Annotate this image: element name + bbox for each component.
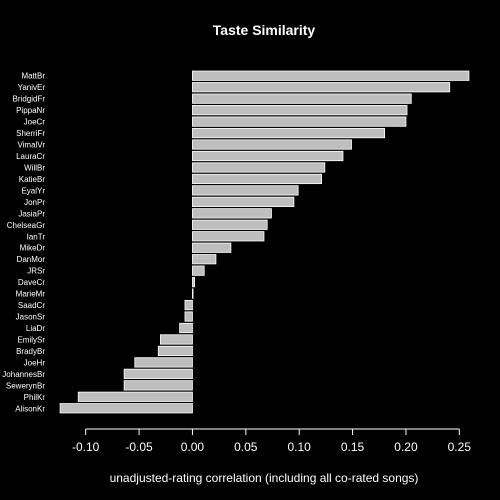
x-tick-label: 0.25 [448, 440, 472, 454]
category-label-IanTr: IanTr [27, 232, 46, 241]
category-label-BradyBr: BradyBr [16, 347, 45, 356]
category-label-PhilKr: PhilKr [24, 393, 46, 402]
bar-PhilKr [77, 391, 193, 402]
category-label-JohannesBr: JohannesBr [2, 370, 45, 379]
bar-MattBr [192, 70, 470, 81]
bars-group [59, 70, 470, 414]
category-label-JRSr: JRSr [27, 267, 45, 276]
category-label-EyalYr: EyalYr [21, 186, 45, 195]
bar-LauraCr [192, 150, 344, 162]
bar-SaadCr [184, 299, 193, 311]
x-tick-label: 0.00 [181, 440, 205, 454]
category-label-LauraCr: LauraCr [16, 152, 45, 161]
x-axis: -0.10 -0.05 0.00 0.05 0.10 0.15 0.20 0.25 [72, 428, 472, 454]
bar-LiaDr [179, 322, 193, 334]
category-label-JoeHr: JoeHr [24, 358, 46, 367]
category-label-AlisonKr: AlisonKr [15, 404, 45, 413]
bar-KatieBr [192, 173, 323, 185]
bar-EmilySr [160, 334, 193, 345]
x-tick-label: 0.20 [394, 440, 418, 454]
bar-JoeHr [134, 357, 193, 368]
bar-IanTr [192, 231, 265, 242]
bar-DaveCr [192, 277, 195, 288]
bar-DanMor [192, 254, 217, 265]
category-label-JasonSr: JasonSr [16, 313, 46, 322]
category-label-DanMor: DanMor [17, 255, 46, 264]
category-label-SherriFr: SherriFr [16, 129, 45, 138]
x-tick-label: -0.10 [72, 440, 100, 454]
category-label-KatieBr: KatieBr [19, 175, 46, 184]
bar-ChelseaGr [192, 219, 268, 230]
bar-JohannesBr [123, 368, 193, 379]
category-label-BridgidFr: BridgidFr [13, 95, 46, 104]
bar-JoeCr [192, 116, 407, 127]
category-label-MattBr: MattBr [21, 72, 45, 81]
category-label-DaveCr: DaveCr [18, 278, 45, 287]
category-label-LiaDr: LiaDr [26, 324, 45, 333]
category-label-YanivEr: YanivEr [18, 83, 46, 92]
bar-YanivEr [192, 82, 451, 93]
bar-BridgidFr [192, 93, 412, 104]
x-axis-label: unadjusted-rating correlation (including… [110, 471, 419, 485]
category-label-WillBr: WillBr [24, 163, 45, 172]
category-label-MikeDr: MikeDr [20, 244, 46, 253]
x-tick-label: 0.10 [288, 440, 312, 454]
bar-JRSr [192, 265, 205, 276]
bar-AlisonKr [59, 403, 193, 414]
category-labels-group: MattBr YanivEr BridgidFr PippaNr JoeCr Sherri… [2, 72, 45, 414]
x-tick-label: 0.15 [341, 440, 365, 454]
category-label-ChelseaGr: ChelseaGr [7, 221, 46, 230]
category-label-JoeCr: JoeCr [24, 118, 46, 127]
category-label-SewerynBr: SewerynBr [6, 381, 45, 390]
bar-VimalVr [192, 139, 352, 150]
bar-EyalYr [192, 185, 299, 196]
bar-PippaNr [192, 105, 408, 116]
bar-JasiaPr [192, 208, 272, 219]
category-label-PippaNr: PippaNr [16, 106, 45, 115]
category-label-JasiaPr: JasiaPr [18, 209, 45, 218]
bar-SewerynBr [123, 380, 193, 391]
category-label-MarieMr: MarieMr [16, 290, 46, 299]
bar-JonPr [192, 196, 295, 207]
x-tick-label: -0.05 [125, 440, 153, 454]
bar-WillBr [192, 162, 326, 173]
category-label-VimalVr: VimalVr [17, 141, 45, 150]
bar-BradyBr [157, 345, 193, 357]
x-tick-label: 0.05 [234, 440, 258, 454]
bar-JasonSr [184, 311, 193, 322]
chart-title: Taste Similarity [213, 22, 316, 38]
bar-SherriFr [192, 127, 386, 139]
bar-MikeDr [192, 242, 232, 253]
bar-MarieMr [192, 288, 194, 299]
category-label-EmilySr: EmilySr [17, 335, 45, 344]
category-label-JonPr: JonPr [24, 198, 45, 207]
category-label-SaadCr: SaadCr [18, 301, 45, 310]
